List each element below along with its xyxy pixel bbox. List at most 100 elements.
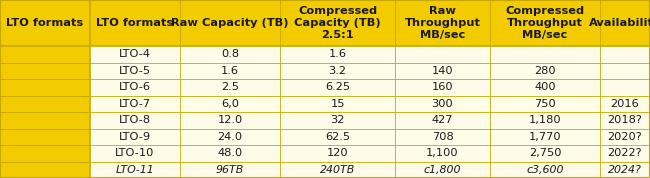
Text: 240TB: 240TB: [320, 165, 355, 175]
Bar: [395, 79, 490, 96]
Text: 708: 708: [432, 132, 454, 142]
Bar: [280, 62, 395, 79]
Text: 2,750: 2,750: [528, 148, 561, 158]
Bar: [395, 96, 490, 112]
Text: 160: 160: [432, 82, 453, 92]
Bar: [90, 112, 180, 129]
Bar: [490, 96, 600, 112]
Text: LTO-7: LTO-7: [119, 99, 151, 109]
Text: LTO formats: LTO formats: [96, 18, 174, 28]
Text: Compressed
Throughput
MB/sec: Compressed Throughput MB/sec: [506, 6, 584, 40]
Text: 2016: 2016: [610, 99, 640, 109]
Bar: [180, 145, 280, 161]
Bar: [0, 46, 90, 62]
Text: 140: 140: [432, 66, 453, 76]
Text: 1.6: 1.6: [221, 66, 239, 76]
Bar: [600, 145, 650, 161]
Bar: [395, 161, 490, 178]
Text: 750: 750: [534, 99, 556, 109]
Bar: [0, 62, 90, 79]
Text: 427: 427: [432, 115, 453, 125]
Text: 2024?: 2024?: [608, 165, 642, 175]
Text: 280: 280: [534, 66, 556, 76]
Bar: [490, 79, 600, 96]
Text: 400: 400: [534, 82, 556, 92]
Bar: [0, 145, 90, 161]
Text: 32: 32: [330, 115, 344, 125]
Text: 3.2: 3.2: [328, 66, 346, 76]
Text: LTO-5: LTO-5: [119, 66, 151, 76]
Bar: [180, 161, 280, 178]
Bar: [395, 145, 490, 161]
Text: LTO-8: LTO-8: [119, 115, 151, 125]
Bar: [280, 0, 395, 46]
Text: 96TB: 96TB: [216, 165, 244, 175]
Bar: [280, 46, 395, 62]
Bar: [600, 46, 650, 62]
Bar: [90, 161, 180, 178]
Bar: [90, 145, 180, 161]
Text: 1,180: 1,180: [528, 115, 562, 125]
Text: Availability: Availability: [589, 18, 650, 28]
Text: Compressed
Capacity (TB)
2.5:1: Compressed Capacity (TB) 2.5:1: [294, 6, 381, 40]
Text: LTO-11: LTO-11: [116, 165, 155, 175]
Bar: [90, 129, 180, 145]
Text: 62.5: 62.5: [325, 132, 350, 142]
Bar: [180, 96, 280, 112]
Bar: [600, 112, 650, 129]
Bar: [600, 96, 650, 112]
Text: 2018?: 2018?: [608, 115, 642, 125]
Text: 48.0: 48.0: [217, 148, 242, 158]
Bar: [600, 161, 650, 178]
Text: 1,100: 1,100: [426, 148, 459, 158]
Text: 24.0: 24.0: [218, 132, 242, 142]
Bar: [90, 0, 180, 46]
Bar: [600, 79, 650, 96]
Bar: [280, 145, 395, 161]
Text: 1,770: 1,770: [528, 132, 562, 142]
Bar: [180, 0, 280, 46]
Bar: [490, 129, 600, 145]
Bar: [490, 46, 600, 62]
Bar: [395, 0, 490, 46]
Bar: [0, 161, 90, 178]
Bar: [280, 96, 395, 112]
Text: 2020?: 2020?: [608, 132, 642, 142]
Text: 300: 300: [432, 99, 454, 109]
Text: 12.0: 12.0: [217, 115, 242, 125]
Text: 2.5: 2.5: [221, 82, 239, 92]
Bar: [280, 112, 395, 129]
Bar: [600, 62, 650, 79]
Text: Raw Capacity (TB): Raw Capacity (TB): [171, 18, 289, 28]
Text: 1.6: 1.6: [328, 49, 346, 59]
Bar: [0, 129, 90, 145]
Text: Raw
Throughput
MB/sec: Raw Throughput MB/sec: [404, 6, 480, 40]
Text: 6,0: 6,0: [221, 99, 239, 109]
Bar: [180, 129, 280, 145]
Bar: [600, 129, 650, 145]
Bar: [0, 96, 90, 112]
Bar: [395, 62, 490, 79]
Bar: [0, 79, 90, 96]
Text: c3,600: c3,600: [526, 165, 564, 175]
Bar: [0, 112, 90, 129]
Text: LTO formats: LTO formats: [6, 18, 84, 28]
Bar: [90, 62, 180, 79]
Text: LTO-9: LTO-9: [119, 132, 151, 142]
Bar: [180, 46, 280, 62]
Text: 6.25: 6.25: [325, 82, 350, 92]
Bar: [600, 0, 650, 46]
Bar: [490, 0, 600, 46]
Bar: [0, 0, 90, 46]
Text: LTO-6: LTO-6: [119, 82, 151, 92]
Text: 120: 120: [327, 148, 348, 158]
Bar: [90, 96, 180, 112]
Text: LTO-4: LTO-4: [119, 49, 151, 59]
Bar: [490, 112, 600, 129]
Text: LTO-10: LTO-10: [115, 148, 155, 158]
Bar: [280, 161, 395, 178]
Bar: [180, 62, 280, 79]
Bar: [180, 112, 280, 129]
Bar: [395, 129, 490, 145]
Bar: [280, 79, 395, 96]
